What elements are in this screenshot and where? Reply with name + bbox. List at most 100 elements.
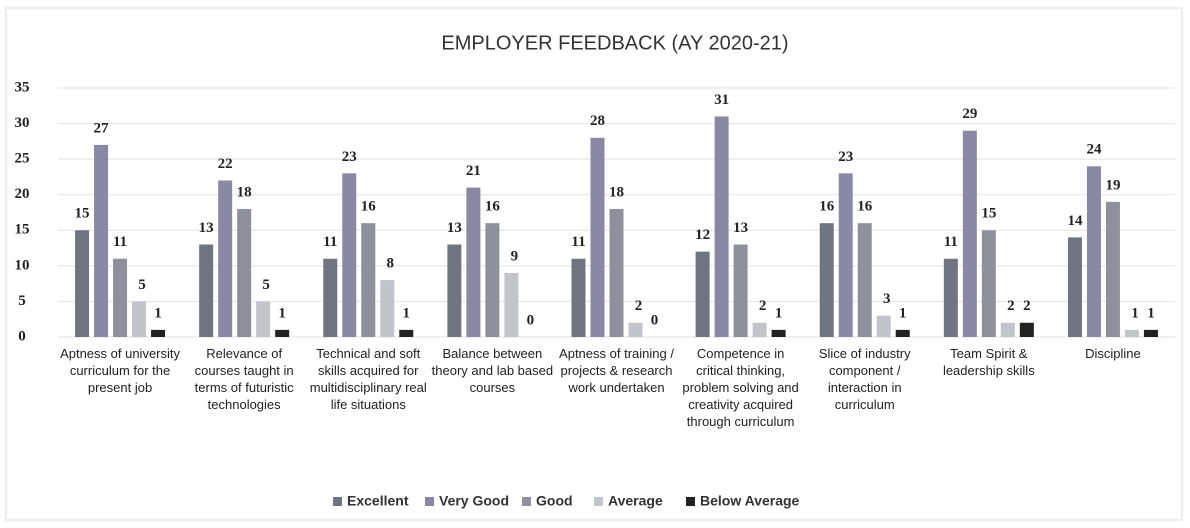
data-label: 2: [1023, 298, 1031, 314]
bar: [1143, 329, 1158, 337]
x-tick-label: Technical and soft skills acquired for m…: [309, 346, 427, 412]
y-tick-label: 35: [15, 79, 30, 95]
y-tick-label: 10: [15, 257, 30, 273]
data-label: 31: [714, 92, 729, 108]
legend-label: Below Average: [700, 493, 800, 509]
x-tick-label: Slice of industry component / interactio…: [818, 346, 911, 412]
bar: [714, 116, 729, 337]
legend-label: Average: [608, 493, 663, 509]
data-label: 2: [1007, 298, 1015, 314]
x-tick-label: Discipline: [1085, 346, 1141, 361]
legend-label: Excellent: [347, 493, 409, 509]
legend-label: Very Good: [439, 493, 509, 509]
data-label: 24: [1086, 142, 1102, 158]
bar: [361, 223, 376, 337]
data-label: 13: [199, 220, 214, 236]
x-tick-label: Competence in critical thinking, problem…: [682, 346, 799, 429]
bar: [94, 144, 109, 337]
data-label: 0: [651, 312, 659, 328]
bar: [1000, 322, 1015, 337]
bar: [733, 244, 748, 337]
data-label: 16: [819, 199, 835, 215]
bar: [590, 137, 605, 337]
data-label: 16: [361, 199, 377, 215]
data-label: 13: [447, 220, 462, 236]
x-tick-label: Team Spirit & leadership skills: [942, 346, 1035, 378]
bar: [237, 208, 252, 337]
data-label: 2: [635, 298, 643, 314]
data-label: 28: [590, 113, 605, 129]
bar: [1124, 329, 1139, 337]
bar: [876, 315, 891, 337]
bar: [857, 223, 872, 337]
bar: [819, 223, 834, 337]
y-tick-label: 0: [18, 328, 26, 344]
data-label: 0: [527, 312, 535, 328]
data-label: 23: [342, 149, 357, 165]
data-label: 11: [571, 234, 585, 250]
bar: [695, 251, 710, 337]
legend-swatch: [333, 497, 342, 506]
bar: [504, 272, 519, 337]
y-tick-label: 15: [15, 222, 30, 238]
legend-swatch: [594, 497, 603, 506]
bar: [1067, 237, 1082, 337]
data-label: 8: [387, 256, 395, 272]
bar: [609, 208, 624, 337]
data-label: 29: [962, 106, 977, 122]
x-tick-label: Aptness of training / projects & researc…: [559, 346, 674, 395]
data-label: 9: [511, 248, 519, 264]
y-tick-label: 25: [15, 151, 30, 167]
x-tick-label: Aptness of university curriculum for the…: [60, 346, 181, 395]
bar: [838, 173, 853, 337]
data-label: 1: [1147, 305, 1155, 321]
data-label: 22: [218, 156, 233, 172]
chart-border: [5, 7, 1183, 521]
data-label: 3: [883, 291, 891, 307]
data-label: 1: [775, 305, 783, 321]
data-label: 16: [485, 199, 501, 215]
legend-swatch: [686, 497, 695, 506]
data-label: 13: [733, 220, 748, 236]
data-label: 18: [609, 184, 624, 200]
data-label: 18: [237, 184, 252, 200]
legend-label: Good: [536, 493, 573, 509]
bar: [981, 230, 996, 337]
bar: [342, 173, 357, 337]
bar: [399, 329, 414, 337]
bar: [1019, 322, 1034, 337]
bar: [113, 258, 128, 337]
bar: [380, 280, 395, 337]
bar: [1105, 201, 1120, 337]
bar: [256, 301, 271, 337]
bar: [199, 244, 214, 337]
data-label: 2: [759, 298, 767, 314]
legend-swatch: [425, 497, 434, 506]
bar: [323, 258, 338, 337]
data-label: 1: [899, 305, 907, 321]
data-label: 15: [981, 206, 996, 222]
data-label: 15: [75, 206, 90, 222]
bar: [1086, 166, 1101, 337]
bar: [447, 244, 462, 337]
data-label: 14: [1067, 213, 1083, 229]
x-tick-label: Balance between theory and lab based cou…: [431, 346, 554, 395]
bar: [151, 329, 166, 337]
legend-swatch: [522, 497, 531, 506]
bar: [895, 329, 910, 337]
y-tick-label: 5: [18, 293, 26, 309]
bar: [943, 258, 958, 337]
data-label: 16: [857, 199, 873, 215]
bar: [466, 187, 481, 337]
bar: [771, 329, 786, 337]
x-tick-label: Relevance of courses taught in terms of …: [194, 346, 294, 412]
data-label: 27: [94, 120, 110, 136]
data-label: 12: [695, 227, 710, 243]
bar: [75, 230, 90, 337]
data-label: 21: [466, 163, 481, 179]
data-label: 23: [838, 149, 853, 165]
bar: [485, 223, 500, 337]
data-label: 5: [138, 277, 146, 293]
